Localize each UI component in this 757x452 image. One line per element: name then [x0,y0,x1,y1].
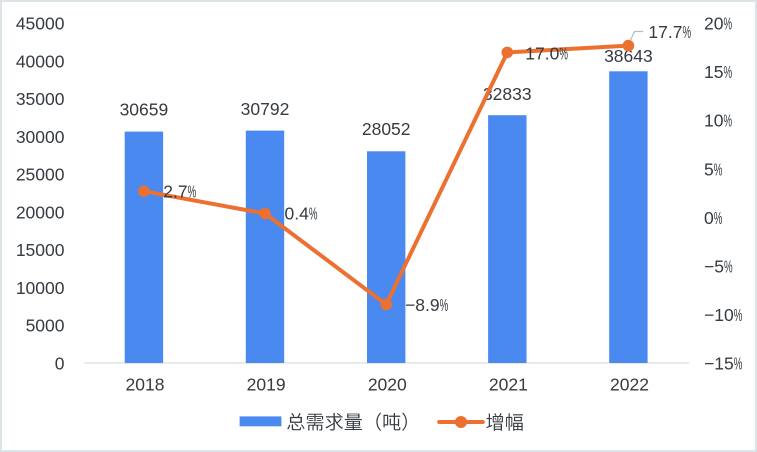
svg-text:25000: 25000 [16,165,65,185]
svg-text:35000: 35000 [16,89,65,109]
svg-text:2020: 2020 [368,375,407,395]
svg-text:2018: 2018 [126,375,165,395]
svg-text:30792: 30792 [241,99,290,119]
svg-text:−10%: −10% [704,305,742,325]
svg-text:20%: 20% [704,14,732,34]
svg-text:2022: 2022 [610,375,649,395]
svg-text:−5%: −5% [704,256,733,276]
svg-text:20000: 20000 [16,202,65,222]
svg-text:2019: 2019 [247,375,286,395]
svg-text:28052: 28052 [362,119,411,139]
svg-text:10000: 10000 [16,278,65,298]
svg-text:5000: 5000 [26,316,65,336]
svg-text:17.0%: 17.0% [525,44,568,64]
svg-text:0: 0 [55,353,65,373]
svg-text:30659: 30659 [120,100,169,120]
svg-text:15%: 15% [704,62,732,82]
svg-text:30000: 30000 [16,127,65,147]
svg-text:2021: 2021 [489,375,528,395]
svg-text:−8.9%: −8.9% [405,295,448,315]
svg-text:0%: 0% [704,208,722,228]
svg-text:45000: 45000 [16,14,65,34]
svg-text:2.7%: 2.7% [163,182,196,202]
svg-text:32833: 32833 [483,84,532,104]
svg-text:15000: 15000 [16,240,65,260]
svg-text:38643: 38643 [604,46,653,66]
svg-text:5%: 5% [704,159,722,179]
svg-text:10%: 10% [704,111,732,131]
svg-text:0.4%: 0.4% [285,204,318,224]
svg-text:40000: 40000 [16,51,65,71]
svg-text:17.7%: 17.7% [648,22,691,42]
svg-text:−15%: −15% [704,353,742,373]
